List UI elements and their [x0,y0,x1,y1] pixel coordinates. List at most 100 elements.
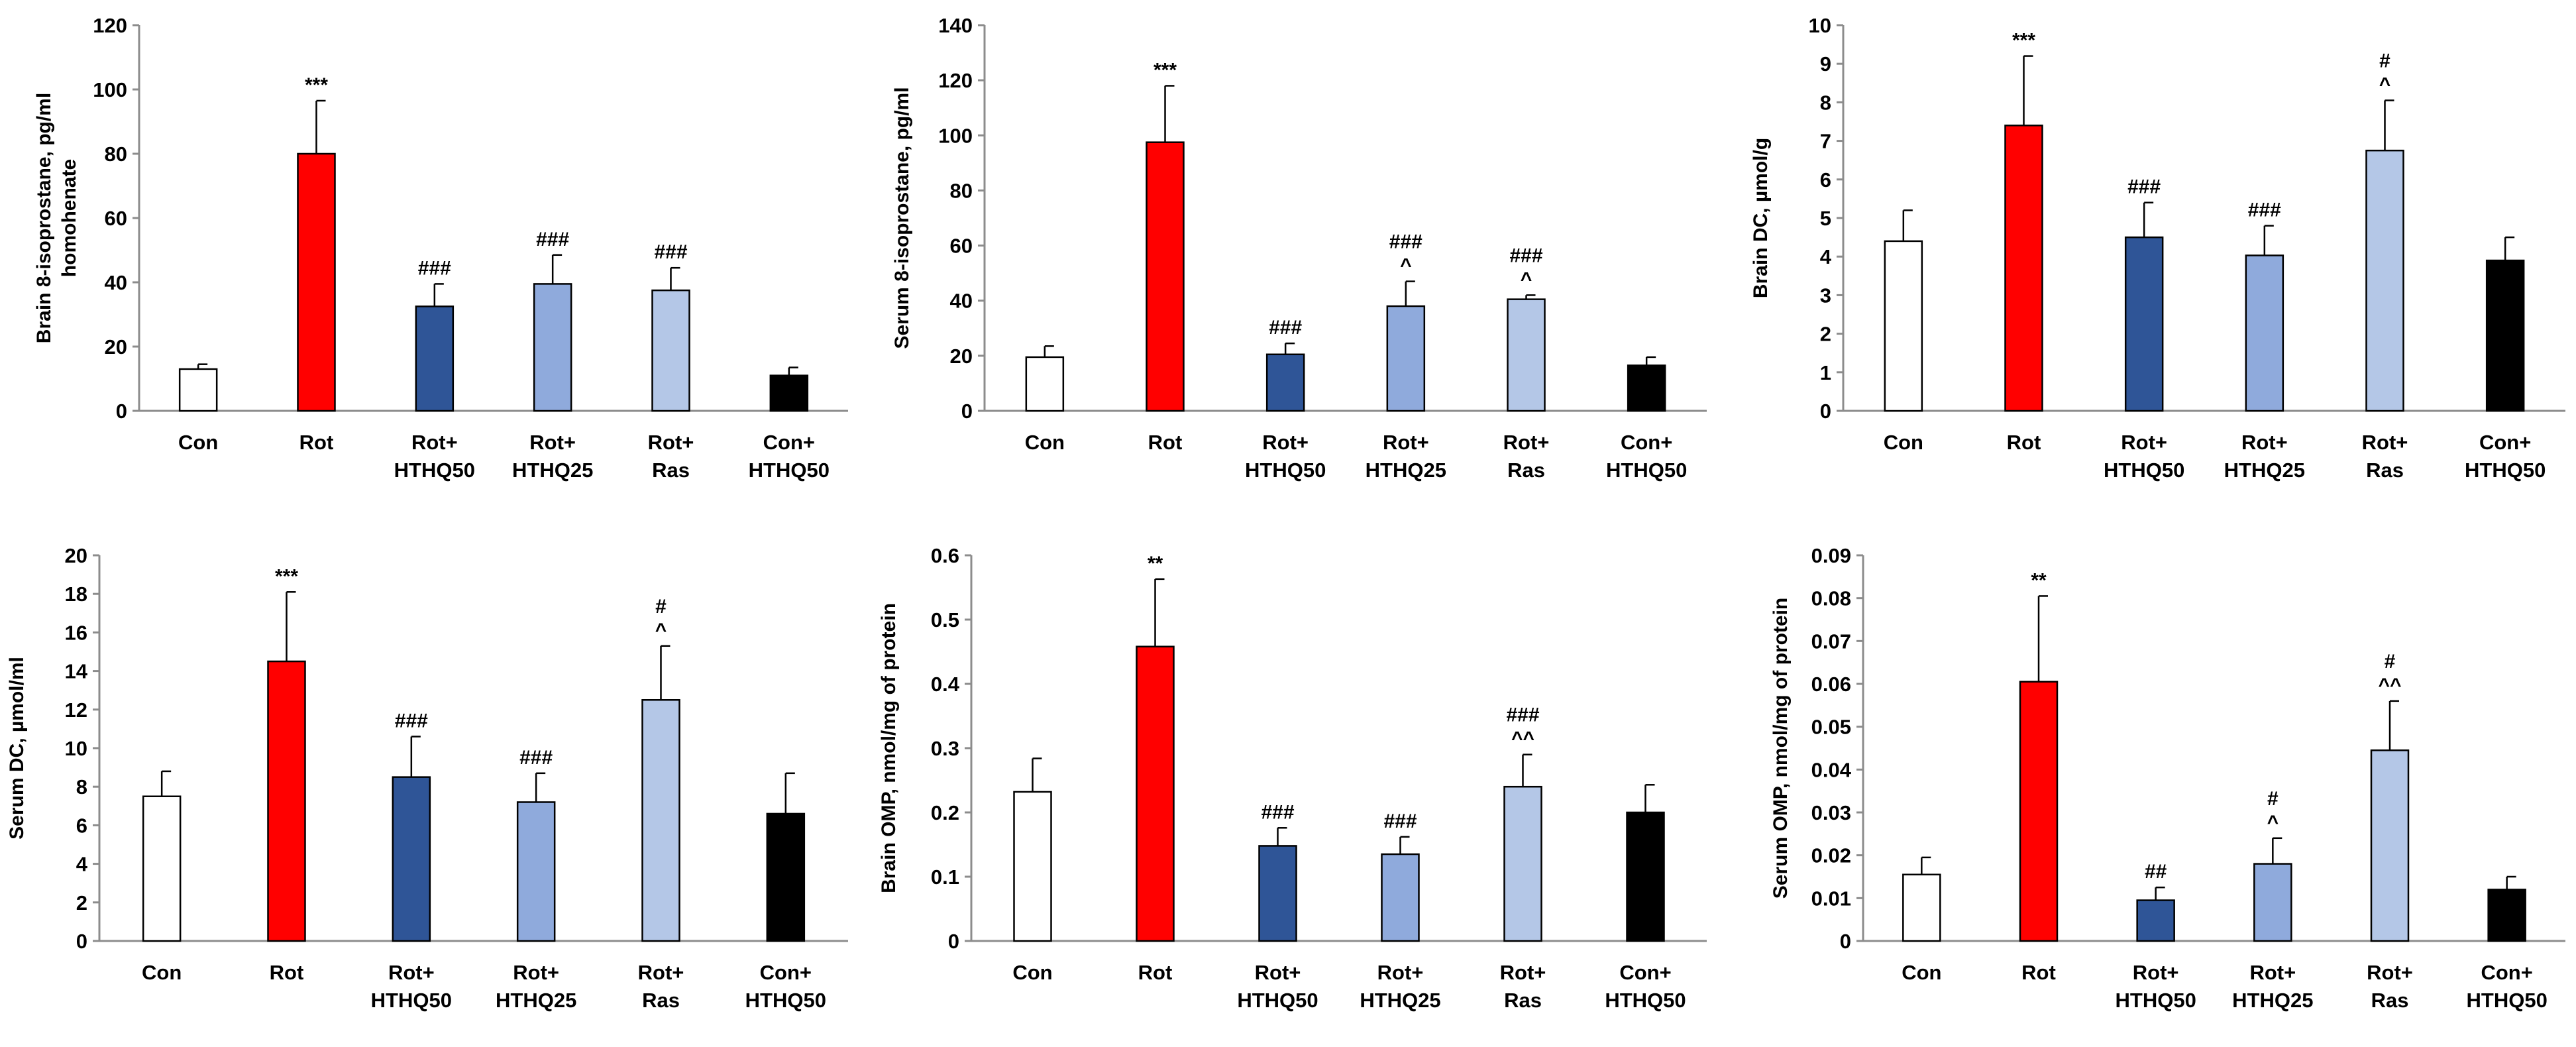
significance-mark: ^ [2379,74,2391,95]
y-tick-label: 8 [1820,91,1831,114]
y-tick-label: 4 [76,853,88,876]
y-tick-label: 6 [1820,168,1831,192]
bar-rot-ras [651,289,690,412]
y-tick-label: 7 [1820,130,1831,153]
bar-con-hthq50 [766,812,806,942]
bar-rot [297,152,336,412]
significance-mark: ^^ [1511,728,1534,750]
x-category-label: Rot+ [1500,961,1546,984]
x-category-label: Rot+ [1503,431,1550,454]
bar-rot-hthq25 [533,283,572,412]
significance-mark: ^ [655,620,667,641]
x-category-label: Con+ [763,431,815,454]
x-category-label: HTHQ50 [394,459,475,482]
significance-mark: ### [1389,231,1422,253]
x-category-label: HTHQ50 [1605,989,1686,1012]
x-category-label: Rot [299,431,334,454]
significance-mark: ### [1506,704,1539,726]
x-category-label: Ras [642,989,680,1012]
x-category-label: Con [1884,431,1923,454]
y-tick-label: 60 [105,207,127,230]
bar-con [1025,356,1065,412]
x-category-label: HTHQ50 [745,989,826,1012]
significance-mark: *** [305,74,328,96]
chart-panel-1: Brain 8-isoprostane, pg/ml homohenate 0 20 4… [33,14,848,482]
significance-mark: ^^ [2378,675,2401,696]
y-tick-label: 0.06 [1811,673,1851,696]
x-category-label: Con+ [760,961,812,984]
bar-rot-hthq25 [1381,853,1420,942]
bar-rot-hthq50 [2136,899,2175,942]
x-category-label: Con+ [1621,431,1672,454]
significance-mark: ### [519,747,553,769]
y-axis-label: Brain OMP, nmol/mg of protein [878,603,900,893]
x-category-label: Rot+ [2367,961,2413,984]
y-axis-label: homohenate [58,159,80,277]
y-tick-label: 40 [950,290,973,313]
y-tick-label: 40 [105,271,127,294]
y-tick-label: 0 [961,400,973,423]
bar-rot-hthq50 [1258,845,1297,942]
x-category-label: HTHQ50 [1237,989,1318,1012]
y-tick-label: 80 [105,142,127,166]
y-tick-label: 0.02 [1811,844,1851,867]
y-tick-label: 3 [1820,284,1831,307]
x-category-label: HTHQ50 [2104,459,2184,482]
x-category-label: HTHQ25 [2224,459,2305,482]
significance-mark: ** [2031,569,2047,591]
y-tick-label: 2 [1820,323,1831,346]
y-axis-label: Brain 8-isoprostane, pg/ml [33,93,55,343]
y-tick-label: 0.6 [931,544,959,567]
bar-rot-ras [2370,749,2410,942]
x-category-label: Rot [270,961,304,984]
y-tick-label: 20 [950,345,973,368]
y-tick-label: 10 [1809,14,1831,37]
x-category-label: HTHQ25 [1366,459,1446,482]
y-axis-label: Serum OMP, nmol/mg of protein [1770,598,1792,899]
x-category-label: Con [142,961,182,984]
chart-panel-4: Serum DC, µmol/ml 0 2 4 6 8 10 12 14 16 18 20 Con ***… [6,544,848,1012]
y-tick-label: 0.07 [1811,630,1851,653]
significance-mark: ## [2145,861,2167,883]
y-tick-label: 1 [1820,361,1831,384]
bar-rot-hthq25 [1386,305,1426,412]
x-category-label: Rot+ [648,431,694,454]
x-category-label: HTHQ25 [2232,989,2313,1012]
bar-rot [1146,141,1185,412]
x-category-label: Rot+ [2121,431,2167,454]
x-category-label: Con [178,431,218,454]
y-tick-label: 20 [65,544,87,567]
x-category-label: Ras [1504,989,1542,1012]
chart-panel-5: Brain OMP, nmol/mg of protein 0 0.1 0.2 0.3 0… [878,544,1707,1012]
y-tick-label: 60 [950,235,973,258]
bar-rot-hthq25 [516,801,556,942]
y-tick-label: 0.3 [931,737,959,760]
significance-mark: ### [418,257,451,279]
bar-rot [1136,645,1175,942]
bar-rot-ras [641,699,680,942]
x-category-label: Con [1902,961,1941,984]
bar-rot-hthq25 [2253,863,2292,942]
x-category-label: HTHQ25 [496,989,576,1012]
bar-con [178,368,218,412]
y-tick-label: 0.03 [1811,801,1851,824]
significance-mark: ^ [1521,268,1532,290]
y-axis-label: Serum DC, µmol/ml [6,657,28,840]
x-category-label: Ras [2371,989,2409,1012]
x-category-label: Con [1012,961,1052,984]
x-category-label: HTHQ50 [749,459,830,482]
y-tick-label: 120 [938,69,973,92]
y-tick-label: 0.01 [1811,887,1851,910]
bar-rot-hthq50 [392,776,431,942]
y-tick-label: 18 [65,582,87,606]
bar-rot-ras [1507,298,1546,412]
significance-mark: ### [1509,245,1542,266]
x-category-label: Rot+ [1377,961,1424,984]
x-category-label: Rot+ [1255,961,1301,984]
x-category-label: HTHQ50 [2116,989,2196,1012]
y-tick-label: 120 [93,14,127,37]
y-tick-label: 0 [116,400,127,423]
y-tick-label: 0 [1840,930,1851,953]
x-category-label: Rot+ [513,961,559,984]
